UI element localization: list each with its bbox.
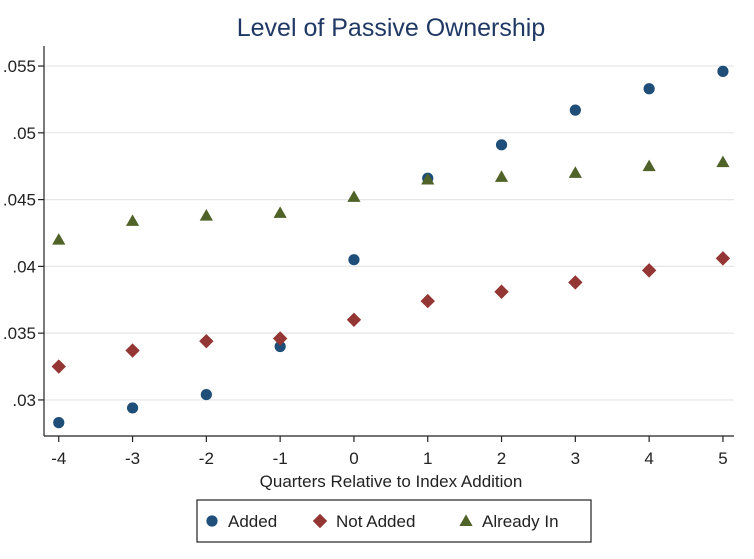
x-tick-label: -4 [51, 449, 66, 468]
series-already-in [52, 155, 730, 245]
data-point-not-added [641, 263, 657, 278]
data-point-already-in [199, 209, 213, 221]
x-tick-label: 0 [349, 449, 358, 468]
data-point-added [569, 104, 581, 116]
legend: Added Not Added Already In [196, 499, 592, 543]
data-point-already-in [642, 159, 656, 172]
data-point-added [495, 139, 508, 151]
data-series [51, 65, 731, 429]
axes [38, 46, 734, 442]
series-not-added [51, 251, 731, 374]
tick-labels: .03 .035 .04 .045 .05 .055 -4 -3 -2 -1 0 1 2 3 4 5 [3, 57, 728, 468]
data-point-already-in [494, 170, 509, 182]
data-point-already-in [52, 233, 66, 245]
x-tick-label: 5 [718, 449, 727, 468]
data-point-not-added [125, 343, 140, 358]
data-point-added [274, 340, 286, 353]
series-added [53, 65, 729, 429]
y-tick-label: .05 [12, 124, 36, 143]
data-point-already-in [568, 166, 582, 178]
data-point-added [348, 254, 360, 266]
data-point-added [126, 402, 139, 414]
data-point-not-added [568, 275, 583, 290]
data-point-added [717, 65, 729, 77]
data-point-not-added [199, 333, 214, 349]
x-tick-label: -3 [125, 449, 140, 468]
legend-marker-already-in [459, 514, 473, 526]
chart-title: Level of Passive Ownership [237, 14, 545, 42]
data-point-added [643, 83, 655, 95]
data-point-added [53, 417, 65, 429]
data-point-already-in [421, 172, 435, 185]
legend-marker-not-added [312, 513, 328, 529]
data-point-not-added [51, 359, 66, 374]
y-tick-label: .04 [12, 257, 36, 276]
x-tick-label: 4 [644, 449, 653, 468]
data-point-already-in [273, 206, 287, 218]
x-tick-label: 2 [497, 449, 506, 468]
y-tick-label: .03 [12, 391, 36, 410]
y-tick-label: .035 [3, 324, 36, 343]
data-point-already-in [347, 190, 361, 202]
legend-label: Not Added [336, 512, 415, 531]
data-point-not-added [715, 251, 731, 266]
legend-item-already-in: Already In [459, 512, 559, 531]
legend-label: Added [228, 512, 277, 531]
data-point-not-added [346, 312, 362, 328]
x-tick-label: 1 [423, 449, 432, 468]
data-point-already-in [125, 214, 140, 226]
legend-box [196, 499, 592, 543]
y-tick-label: .055 [3, 57, 36, 76]
legend-item-added: Added [206, 512, 277, 531]
legend-item-not-added: Not Added [312, 512, 415, 531]
x-tick-label: -2 [199, 449, 214, 468]
data-point-not-added [494, 284, 509, 299]
x-tick-label: 3 [571, 449, 580, 468]
data-point-not-added [272, 331, 288, 346]
x-axis-label: Quarters Relative to Index Addition [260, 472, 523, 491]
data-point-not-added [420, 293, 435, 309]
legend-label: Already In [482, 512, 559, 531]
gridlines [44, 65, 734, 401]
y-tick-label: .045 [3, 191, 36, 210]
legend-marker-added [206, 515, 218, 527]
x-tick-label: -1 [273, 449, 288, 468]
data-point-already-in [716, 155, 730, 168]
data-point-added [200, 388, 212, 401]
